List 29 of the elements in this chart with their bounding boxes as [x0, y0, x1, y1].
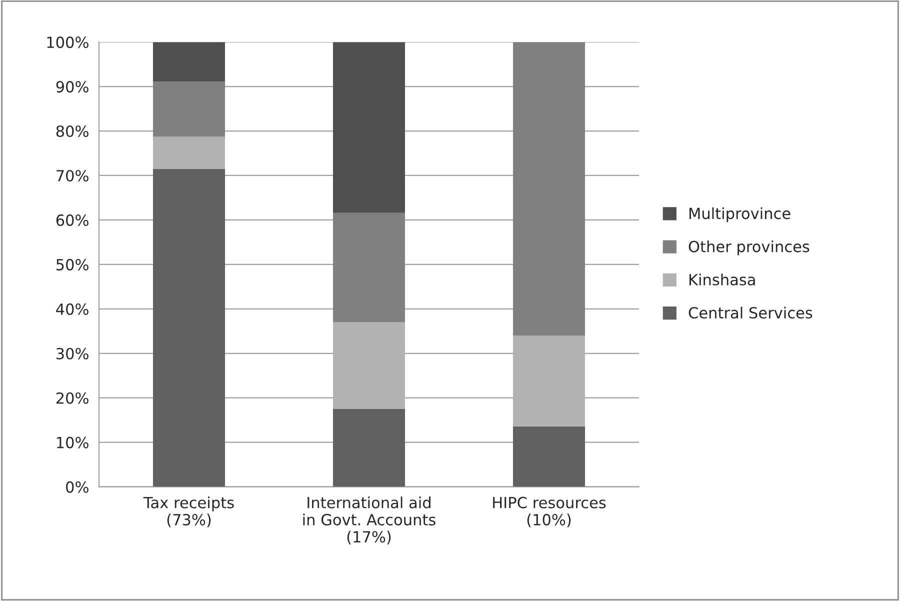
y-tick-label: 30%: [56, 348, 88, 360]
y-tick-label: 80%: [56, 125, 88, 138]
x-tick-label: HIPC resources (10%): [493, 496, 606, 528]
x-tick-label: International aid in Govt. Accounts (17%): [303, 496, 436, 544]
bar: [153, 136, 225, 169]
y-tick-label: 50%: [56, 258, 88, 270]
y-tick-label: 70%: [56, 170, 88, 182]
bar: [153, 42, 225, 82]
bar: [153, 168, 225, 487]
y-tick-label: 100%: [47, 36, 88, 48]
bar: [333, 42, 405, 213]
bar: [333, 212, 405, 322]
y-tick-label: 0%: [66, 481, 88, 493]
legend-label: Multiprovince: [689, 207, 790, 222]
y-tick-label: 10%: [57, 436, 88, 448]
bar: [513, 42, 585, 336]
x-tick-label: Tax receipts (73%): [143, 496, 234, 528]
y-tick-label: 40%: [56, 303, 88, 315]
y-tick-label: 90%: [56, 81, 88, 93]
bar: [333, 322, 405, 409]
y-tick-label: 60%: [56, 214, 88, 226]
bar: [333, 408, 405, 487]
legend-label: Central Services: [688, 306, 812, 319]
bar: [513, 426, 585, 487]
legend-label: Other provinces: [688, 240, 810, 256]
y-tick-label: 20%: [56, 392, 88, 404]
legend-label: Kinshasa: [689, 274, 755, 286]
bar: [153, 82, 225, 137]
bar: [513, 336, 585, 426]
